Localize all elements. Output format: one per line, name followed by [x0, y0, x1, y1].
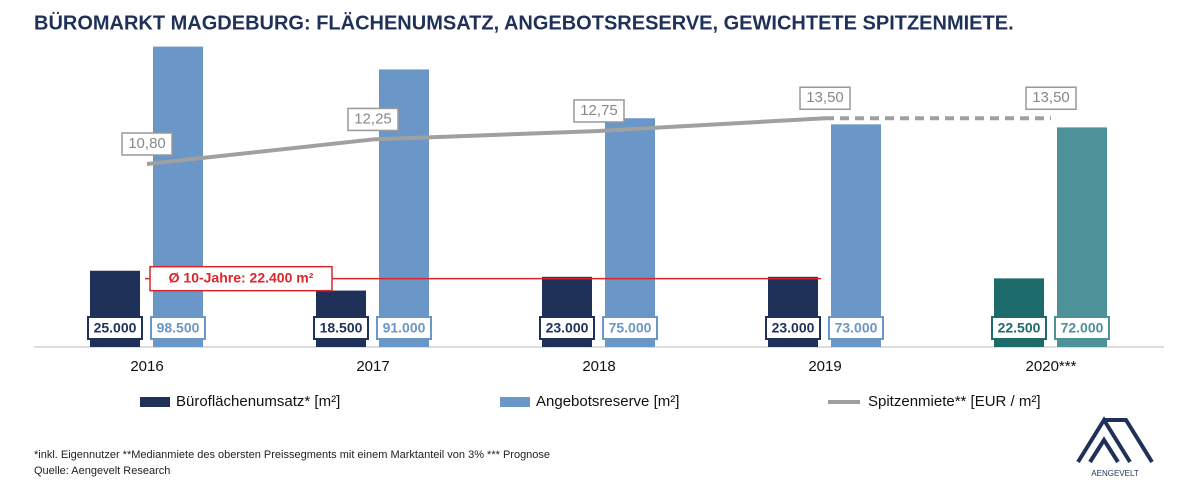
line-segment — [372, 128, 600, 142]
line-label: 13,50 — [1032, 89, 1070, 106]
logo-mark — [1076, 416, 1154, 464]
value-label: 98.500 — [157, 320, 200, 336]
legend-label: Büroflächenumsatz* [m²] — [176, 393, 340, 410]
value-label-box — [150, 316, 206, 340]
value-label-box — [313, 316, 369, 340]
x-tick-label: 2019 — [808, 358, 841, 375]
line-label: 13,50 — [806, 89, 844, 106]
line-label: 12,25 — [354, 110, 392, 127]
value-label: 72.000 — [1061, 320, 1104, 336]
source: Quelle: Aengevelt Research — [34, 465, 170, 477]
bar — [605, 118, 655, 347]
logo-text: AENGEVELT — [1091, 469, 1139, 478]
chart-title: BÜROMARKT MAGDEBURG: FLÄCHENUMSATZ, ANGE… — [34, 11, 1014, 34]
x-tick-label: 2018 — [582, 358, 615, 375]
footnote: *inkl. Eigennutzer **Medianmiete des obe… — [34, 449, 550, 461]
average-label-box — [149, 265, 333, 292]
value-label-box — [828, 316, 884, 340]
legend-label: Spitzenmiete** [EUR / m²] — [868, 393, 1041, 410]
line-segment — [146, 137, 374, 166]
value-label: 22.500 — [998, 320, 1041, 336]
value-label: 75.000 — [609, 320, 652, 336]
bar — [1057, 127, 1107, 348]
value-label: 18.500 — [320, 320, 363, 336]
bar — [831, 124, 881, 347]
line-label-box — [1025, 86, 1077, 110]
legend-label: Angebotsreserve [m²] — [536, 393, 679, 410]
line-label-box — [121, 132, 173, 156]
line-label: 10,80 — [128, 135, 166, 152]
bar — [153, 46, 203, 347]
x-tick-label: 2017 — [356, 358, 389, 375]
line-segment — [598, 116, 826, 133]
legend-swatch — [140, 397, 170, 407]
value-label-box — [602, 316, 658, 340]
value-label: 25.000 — [94, 320, 137, 336]
legend-swatch — [500, 397, 530, 407]
value-label: 73.000 — [835, 320, 878, 336]
value-label-box — [376, 316, 432, 340]
line-label-box — [573, 99, 625, 123]
value-label-box — [87, 316, 143, 340]
value-label: 23.000 — [772, 320, 815, 336]
average-label: Ø 10-Jahre: 22.400 m² — [169, 269, 314, 285]
value-label-box — [539, 316, 595, 340]
value-label-box — [1054, 316, 1110, 340]
x-tick-label: 2020*** — [1026, 358, 1077, 375]
line-label: 12,75 — [580, 102, 618, 119]
line-label-box — [347, 107, 399, 132]
value-label: 91.000 — [383, 320, 426, 336]
x-tick-label: 2016 — [130, 358, 163, 375]
logo: AENGEVELT — [1076, 416, 1154, 478]
value-label: 23.000 — [546, 320, 589, 336]
value-label-box — [765, 316, 821, 340]
line-label-box — [799, 86, 851, 110]
value-label-box — [991, 316, 1047, 340]
